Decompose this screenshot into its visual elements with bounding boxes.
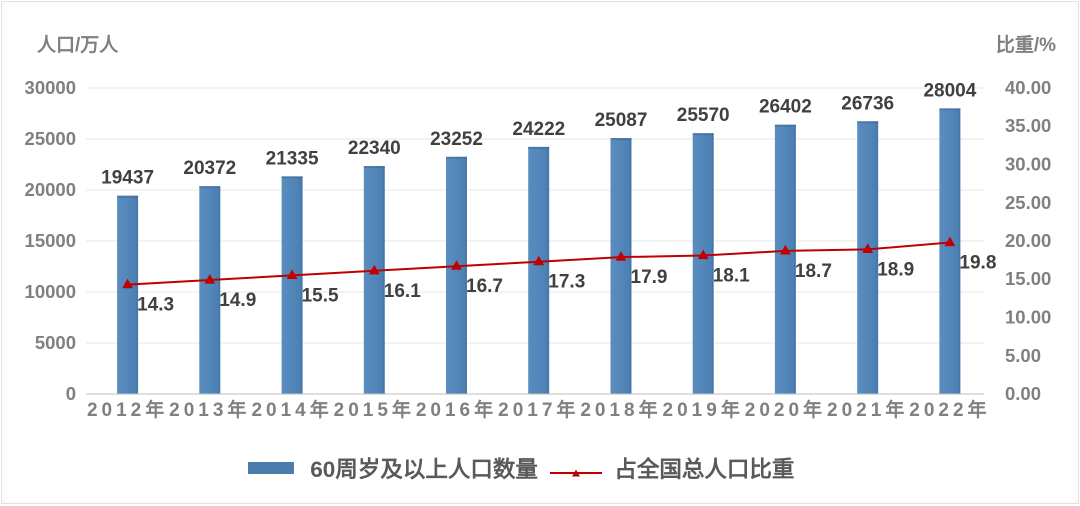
svg-text:2016年: 2016年 (416, 398, 497, 421)
svg-text:2017年: 2017年 (498, 398, 579, 421)
svg-text:24222: 24222 (512, 119, 565, 140)
svg-text:14.3: 14.3 (137, 295, 174, 316)
svg-text:0: 0 (66, 383, 76, 404)
svg-text:2012年: 2012年 (87, 398, 168, 421)
svg-text:2021年: 2021年 (827, 398, 908, 421)
svg-text:25.00: 25.00 (1005, 192, 1051, 213)
svg-text:15.00: 15.00 (1005, 268, 1051, 289)
svg-text:18.7: 18.7 (795, 261, 832, 282)
svg-text:22340: 22340 (348, 138, 401, 159)
svg-text:17.9: 17.9 (631, 267, 668, 288)
svg-text:30.00: 30.00 (1005, 154, 1051, 175)
svg-text:26402: 26402 (759, 97, 812, 118)
svg-text:17.3: 17.3 (548, 272, 585, 293)
svg-text:10000: 10000 (25, 281, 76, 302)
svg-text:30000: 30000 (25, 77, 76, 98)
svg-text:16.1: 16.1 (384, 281, 421, 302)
svg-text:15.5: 15.5 (302, 285, 339, 306)
svg-text:19437: 19437 (101, 168, 154, 189)
svg-text:10.00: 10.00 (1005, 307, 1051, 328)
svg-text:23252: 23252 (430, 129, 483, 150)
svg-text:18.9: 18.9 (877, 259, 914, 280)
svg-text:19.8: 19.8 (959, 253, 996, 274)
svg-text:40.00: 40.00 (1005, 77, 1051, 98)
svg-text:5.00: 5.00 (1005, 345, 1041, 366)
svg-text:20000: 20000 (25, 179, 76, 200)
svg-text:25570: 25570 (677, 105, 730, 126)
svg-text:18.1: 18.1 (713, 266, 750, 287)
svg-text:2013年: 2013年 (169, 398, 250, 421)
svg-text:2018年: 2018年 (580, 398, 661, 421)
svg-text:2015年: 2015年 (334, 398, 415, 421)
svg-text:16.7: 16.7 (466, 276, 503, 297)
svg-text:25087: 25087 (595, 110, 648, 131)
svg-text:2022年: 2022年 (909, 398, 990, 421)
svg-text:0.00: 0.00 (1005, 383, 1041, 404)
svg-text:2014年: 2014年 (251, 398, 332, 421)
svg-text:26736: 26736 (841, 93, 894, 114)
svg-text:25000: 25000 (25, 128, 76, 149)
svg-text:28004: 28004 (923, 80, 976, 101)
svg-text:2020年: 2020年 (745, 398, 826, 421)
svg-text:35.00: 35.00 (1005, 115, 1051, 136)
svg-text:15000: 15000 (25, 230, 76, 251)
svg-text:14.9: 14.9 (219, 290, 256, 311)
svg-text:20372: 20372 (183, 158, 236, 179)
svg-text:5000: 5000 (35, 332, 76, 353)
svg-text:21335: 21335 (266, 148, 319, 169)
svg-text:2019年: 2019年 (663, 398, 744, 421)
svg-text:20.00: 20.00 (1005, 230, 1051, 251)
